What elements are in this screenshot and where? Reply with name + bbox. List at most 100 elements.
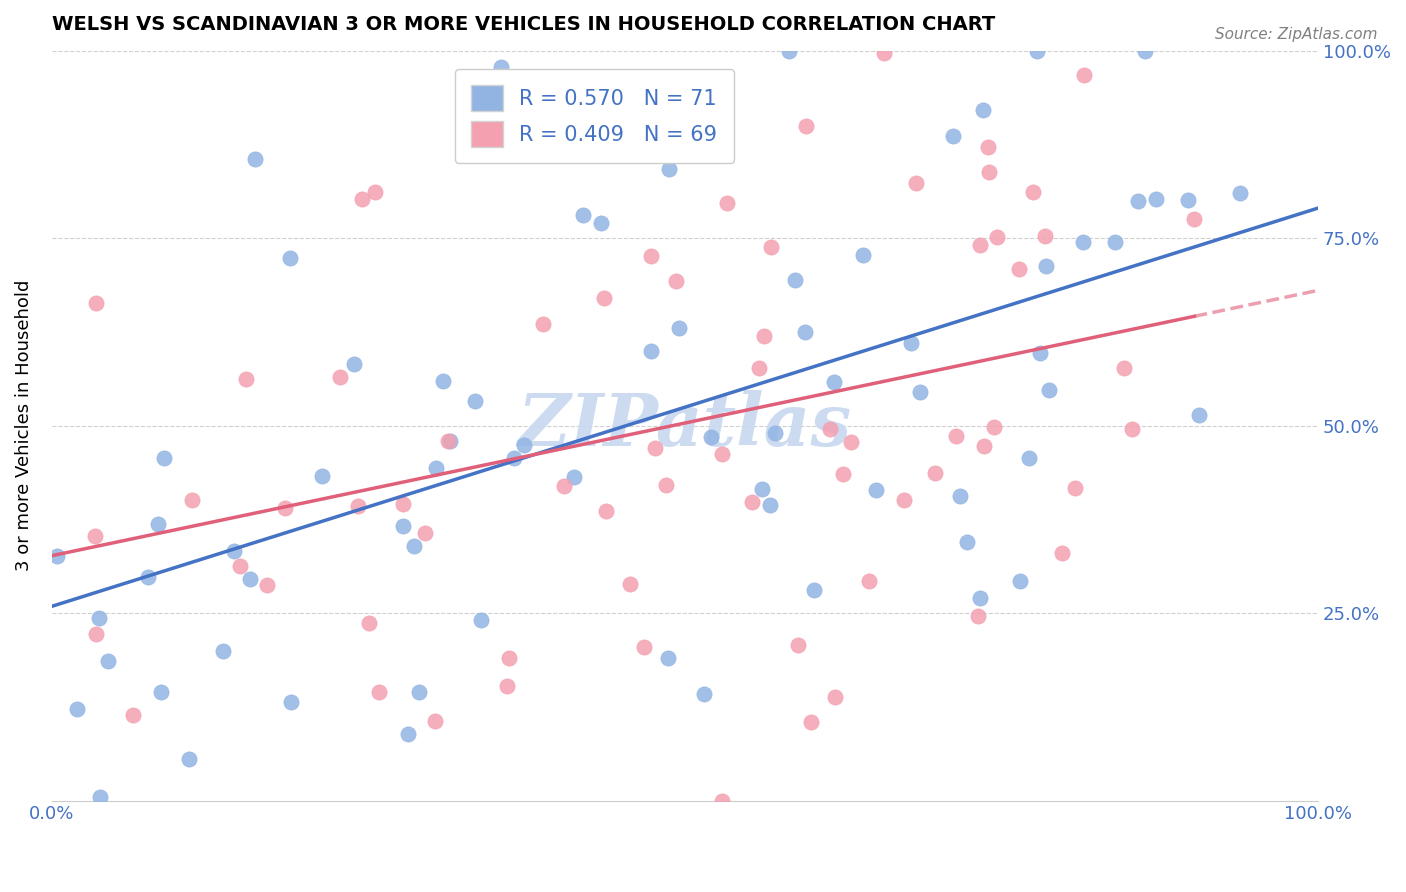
Point [924, 467, 946, 481]
Point [415, 526, 437, 541]
Point [239, 572, 262, 586]
Point [716, 196, 738, 211]
Point [1008, 262, 1031, 277]
Point [222, 543, 245, 558]
Point [1073, 68, 1095, 82]
Point [572, 208, 595, 222]
Point [1104, 235, 1126, 249]
Point [794, 119, 817, 133]
Point [89, 789, 111, 804]
Point [699, 430, 721, 444]
Point [873, 45, 896, 60]
Point [900, 335, 922, 350]
Point [245, 152, 267, 166]
Point [84, 627, 107, 641]
Point [177, 752, 200, 766]
Point [1026, 44, 1049, 58]
Point [754, 329, 776, 343]
Point [229, 559, 252, 574]
Point [280, 695, 302, 709]
Point [589, 216, 612, 230]
Point [368, 684, 391, 698]
Point [1033, 228, 1056, 243]
Point [553, 479, 575, 493]
Point [502, 450, 524, 465]
Point [640, 248, 662, 262]
Point [655, 478, 678, 492]
Point [66, 702, 89, 716]
Point [824, 690, 846, 705]
Point [1050, 546, 1073, 560]
Point [86, 296, 108, 310]
Point [498, 650, 520, 665]
Point [949, 489, 972, 503]
Point [832, 467, 855, 481]
Point [1126, 194, 1149, 208]
Point [865, 483, 887, 497]
Legend: R = 0.570   N = 71, R = 0.409   N = 69: R = 0.570 N = 71, R = 0.409 N = 69 [454, 69, 734, 163]
Point [759, 498, 782, 512]
Point [364, 185, 387, 199]
Point [1022, 186, 1045, 200]
Point [1114, 361, 1136, 376]
Point [470, 614, 492, 628]
Point [1133, 44, 1156, 58]
Point [751, 482, 773, 496]
Point [1071, 235, 1094, 250]
Point [748, 360, 770, 375]
Point [1229, 186, 1251, 201]
Point [783, 273, 806, 287]
Point [45, 549, 67, 563]
Point [425, 461, 447, 475]
Point [136, 570, 159, 584]
Point [595, 504, 617, 518]
Text: ZIPatlas: ZIPatlas [517, 390, 852, 461]
Point [644, 441, 666, 455]
Point [149, 685, 172, 699]
Point [693, 687, 716, 701]
Point [977, 165, 1000, 179]
Point [357, 616, 380, 631]
Point [619, 577, 641, 591]
Point [778, 44, 800, 58]
Point [787, 638, 810, 652]
Point [311, 469, 333, 483]
Point [658, 161, 681, 176]
Point [256, 578, 278, 592]
Point [1121, 422, 1143, 436]
Point [211, 644, 233, 658]
Point [1028, 346, 1050, 360]
Point [87, 611, 110, 625]
Point [803, 582, 825, 597]
Point [800, 715, 823, 730]
Point [1018, 451, 1040, 466]
Point [235, 372, 257, 386]
Point [852, 248, 875, 262]
Point [516, 97, 538, 112]
Point [983, 420, 1005, 434]
Point [973, 439, 995, 453]
Point [967, 609, 990, 624]
Point [1035, 259, 1057, 273]
Point [969, 237, 991, 252]
Point [121, 708, 143, 723]
Point [392, 519, 415, 533]
Point [711, 794, 734, 808]
Point [531, 318, 554, 332]
Point [513, 438, 536, 452]
Point [818, 422, 841, 436]
Point [97, 654, 120, 668]
Point [839, 435, 862, 450]
Point [593, 291, 616, 305]
Point [396, 727, 419, 741]
Point [942, 129, 965, 144]
Point [562, 469, 585, 483]
Text: WELSH VS SCANDINAVIAN 3 OR MORE VEHICLES IN HOUSEHOLD CORRELATION CHART: WELSH VS SCANDINAVIAN 3 OR MORE VEHICLES… [52, 15, 995, 34]
Point [432, 374, 454, 388]
Point [893, 492, 915, 507]
Point [439, 434, 461, 448]
Point [794, 325, 817, 339]
Point [640, 344, 662, 359]
Point [668, 321, 690, 335]
Point [1184, 211, 1206, 226]
